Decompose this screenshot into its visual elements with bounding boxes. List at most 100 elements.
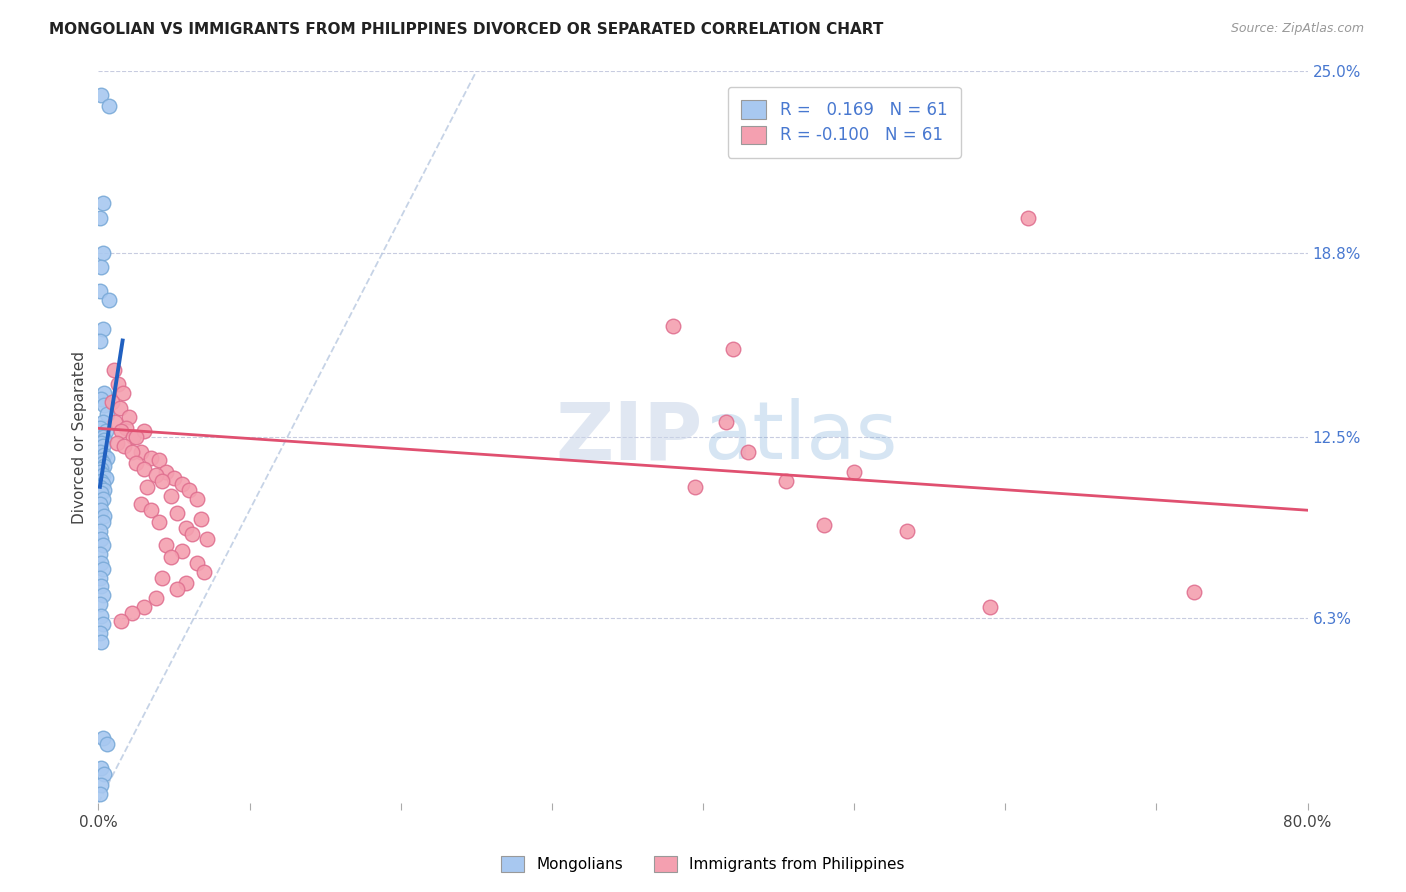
Point (89, 334, 111, 348)
Point (91, 457, 114, 471)
Point (122, 430, 145, 444)
Point (979, 599, 1001, 614)
Point (94, 471, 117, 485)
Point (148, 453, 170, 467)
Point (118, 409, 141, 424)
Point (813, 517, 835, 532)
Point (723, 343, 745, 357)
Point (89, 497, 111, 511)
Point (121, 606, 143, 620)
Point (90, 533, 112, 547)
Point (163, 471, 186, 485)
Point (155, 538, 177, 552)
Point (195, 533, 218, 547)
Point (685, 480, 707, 494)
Point (98, 99, 121, 113)
Point (129, 497, 152, 511)
Point (89, 626, 111, 640)
Point (135, 480, 157, 494)
Point (93, 483, 115, 497)
Point (125, 457, 148, 471)
Point (91, 588, 114, 602)
Point (96, 450, 118, 465)
Point (170, 476, 193, 491)
Point (714, 416, 737, 430)
Point (129, 444, 152, 458)
Point (174, 521, 197, 535)
Point (103, 363, 125, 377)
Point (89, 524, 111, 538)
Point (179, 483, 201, 497)
Point (170, 544, 193, 558)
Point (91, 731, 114, 746)
Point (91, 439, 114, 453)
Point (145, 468, 167, 483)
Point (190, 512, 212, 526)
Text: MONGOLIAN VS IMMIGRANTS FROM PHILIPPINES DIVORCED OR SEPARATED CORRELATION CHART: MONGOLIAN VS IMMIGRANTS FROM PHILIPPINES… (49, 22, 883, 37)
Point (91, 196, 114, 211)
Point (98, 293, 121, 307)
Y-axis label: Divorced or Separated: Divorced or Separated (72, 351, 87, 524)
Point (93, 509, 115, 524)
Point (90, 462, 112, 476)
Point (89, 787, 111, 801)
Point (89, 597, 111, 611)
Point (90, 436, 112, 450)
Point (91, 617, 114, 632)
Legend: Mongolians, Immigrants from Philippines: Mongolians, Immigrants from Philippines (494, 848, 912, 880)
Point (150, 474, 173, 488)
Point (110, 615, 132, 629)
Point (141, 450, 163, 465)
Point (90, 778, 112, 792)
Point (112, 439, 135, 453)
Point (132, 462, 155, 476)
Point (107, 377, 129, 392)
Point (150, 570, 173, 584)
Point (93, 433, 115, 447)
Point (90, 635, 112, 649)
Point (737, 444, 759, 458)
Point (91, 515, 114, 529)
Point (111, 386, 134, 401)
Point (896, 524, 918, 538)
Point (89, 421, 111, 435)
Point (166, 582, 188, 597)
Point (160, 549, 183, 564)
Point (89, 211, 111, 225)
Point (90, 453, 112, 467)
Point (89, 465, 111, 479)
Text: Source: ZipAtlas.com: Source: ZipAtlas.com (1230, 22, 1364, 36)
Point (91, 322, 114, 336)
Point (90, 556, 112, 570)
Point (90, 474, 112, 488)
Point (104, 416, 127, 430)
Point (1017, 211, 1039, 225)
Point (89, 570, 111, 584)
Point (101, 395, 124, 409)
Point (91, 430, 114, 444)
Point (90, 579, 112, 593)
Point (141, 503, 163, 517)
Point (93, 398, 115, 412)
Point (96, 407, 118, 421)
Point (93, 459, 115, 474)
Point (166, 506, 188, 520)
Point (89, 444, 111, 458)
Point (186, 491, 208, 506)
Point (125, 430, 148, 444)
Point (93, 386, 115, 401)
Point (91, 562, 114, 576)
Point (844, 465, 866, 479)
Point (91, 476, 114, 491)
Point (93, 448, 115, 462)
Point (90, 392, 112, 406)
Point (110, 424, 132, 438)
Point (155, 465, 177, 479)
Point (132, 599, 155, 614)
Point (662, 318, 685, 333)
Point (105, 436, 128, 450)
Point (90, 608, 112, 623)
Point (1182, 585, 1205, 599)
Point (90, 87, 112, 102)
Point (90, 761, 112, 775)
